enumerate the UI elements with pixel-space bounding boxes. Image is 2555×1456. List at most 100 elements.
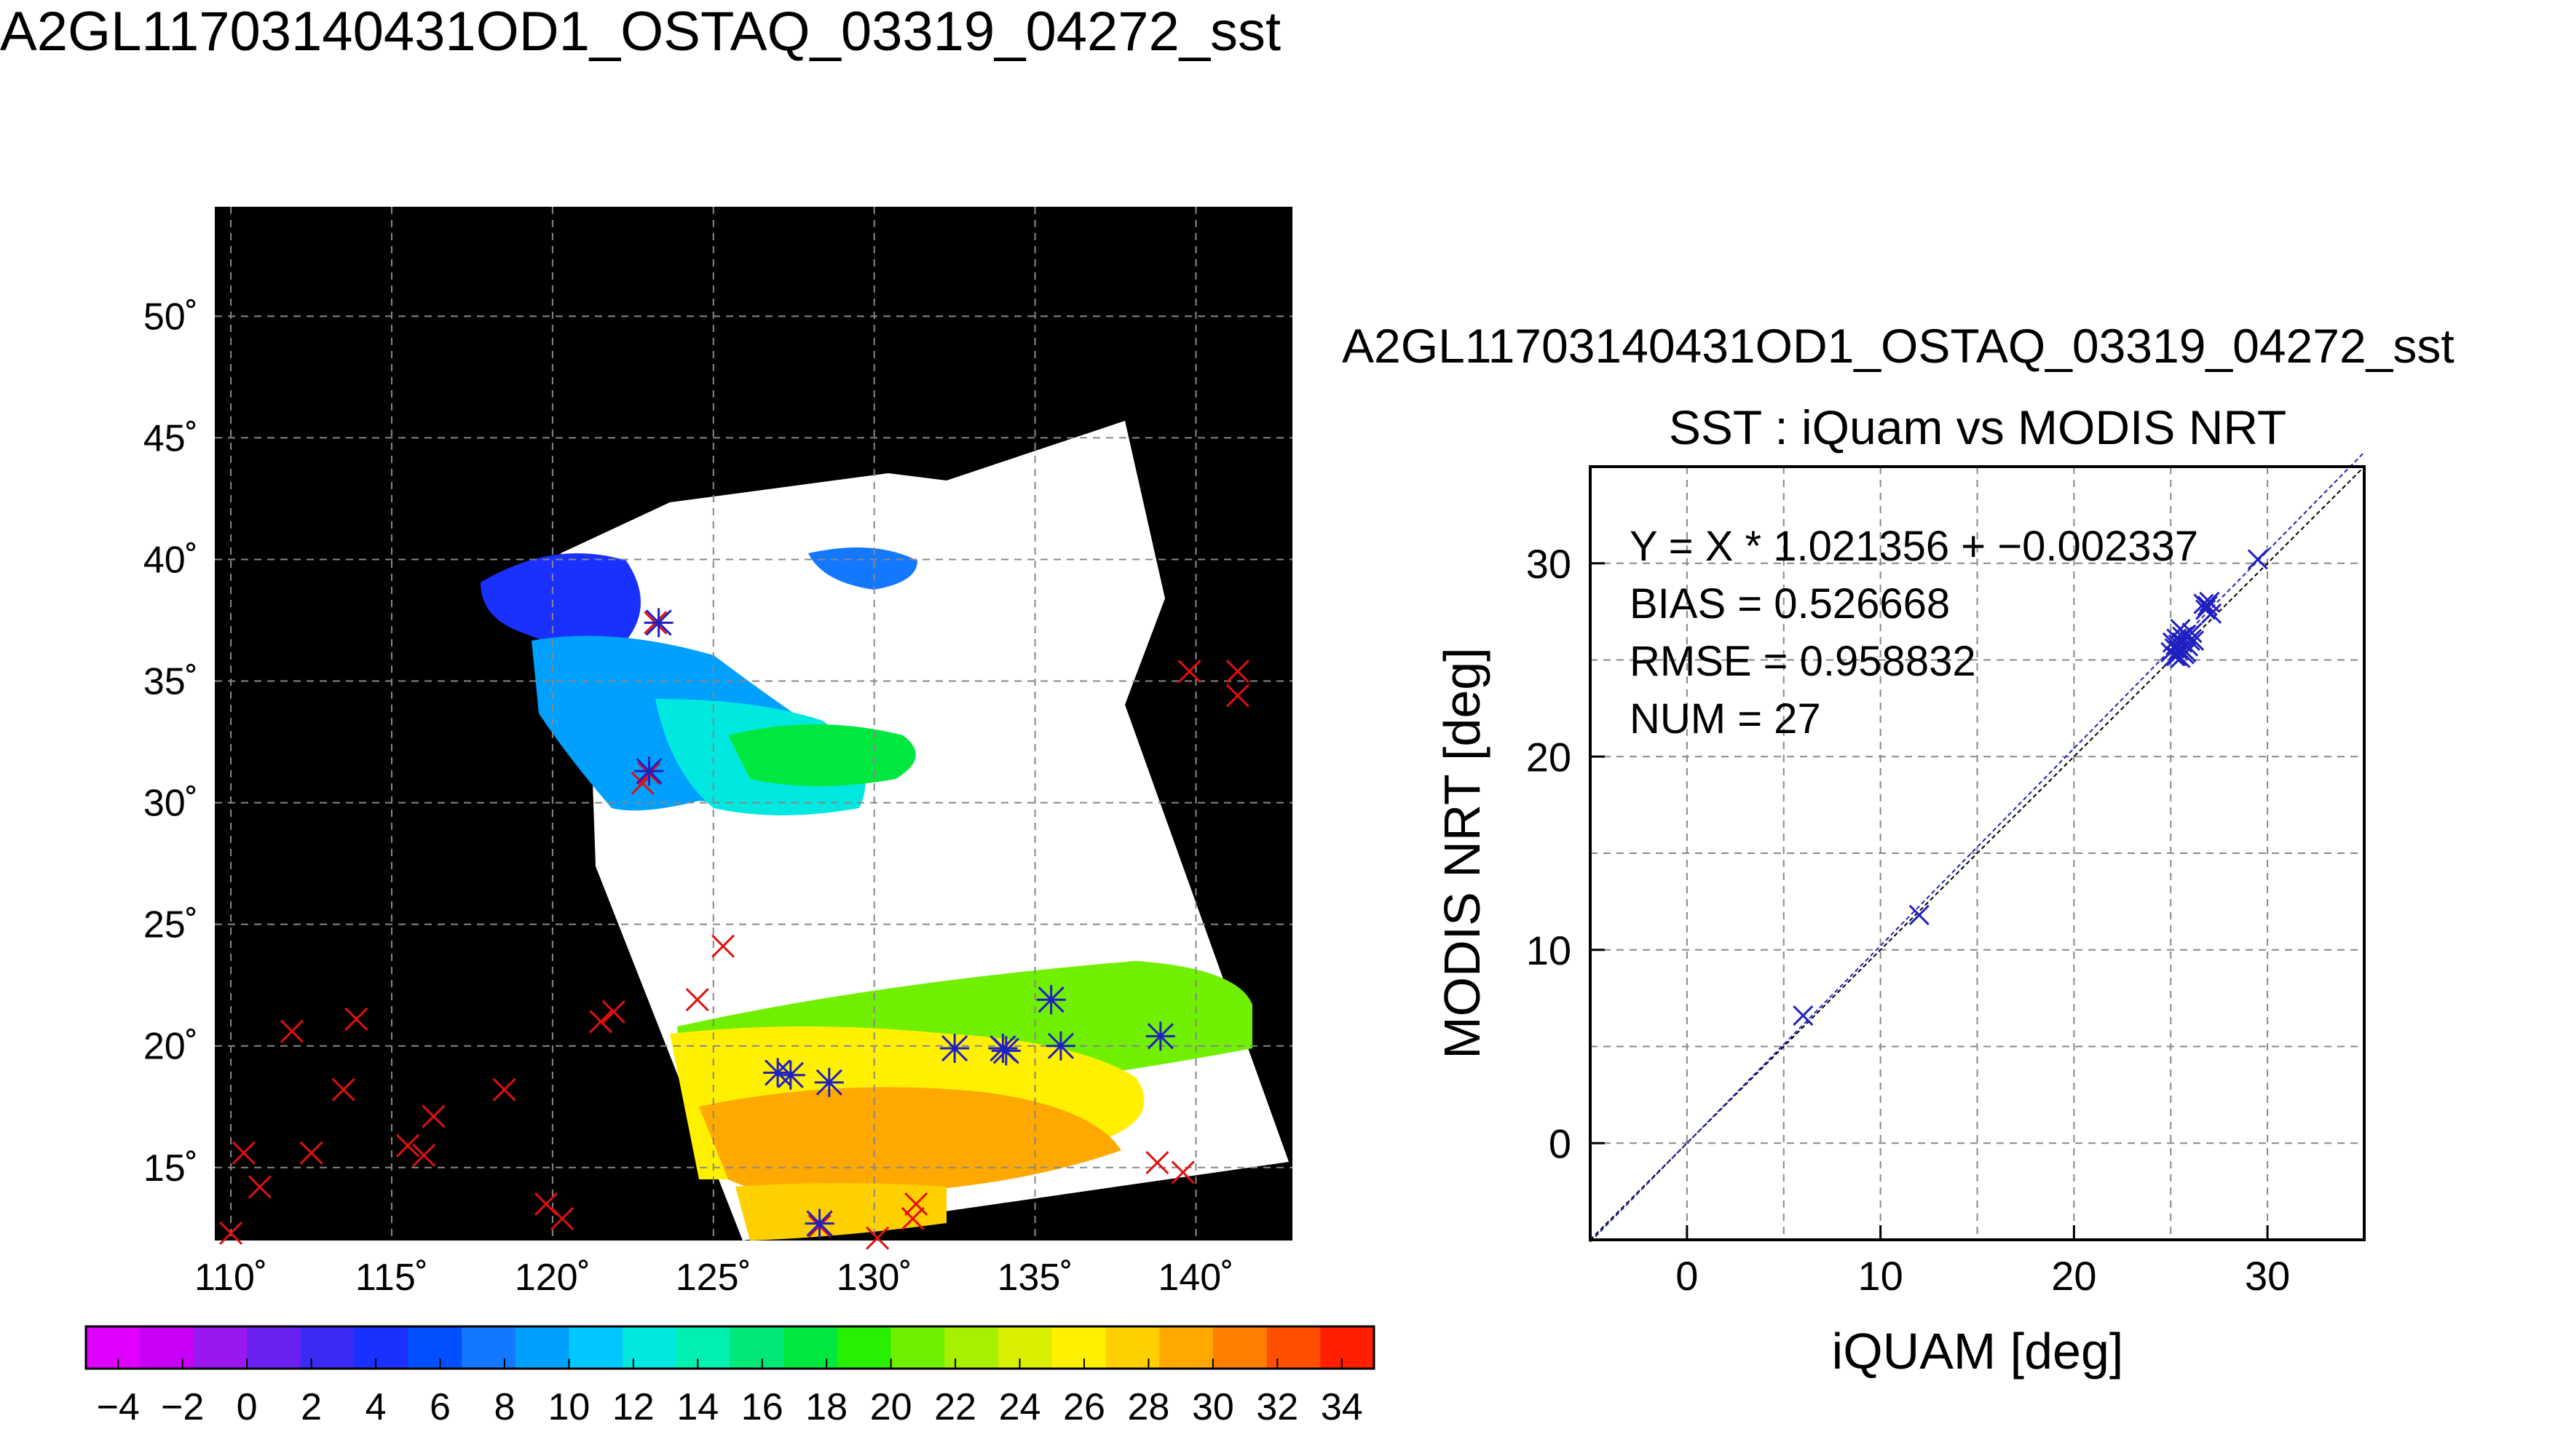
scatter-x-tick-label: 0 — [1675, 1253, 1698, 1299]
red-x-marker-stroke-b — [866, 1226, 890, 1250]
red-x-marker — [550, 1206, 574, 1230]
scatter-point-stroke-b — [2184, 630, 2205, 652]
scatter-annotations: Y = X * 1.021356 + −0.002337 BIAS = 0.526… — [1630, 523, 2198, 743]
colorbar-swatch — [408, 1326, 462, 1369]
scatter-point — [2193, 593, 2214, 614]
scatter-point — [2247, 549, 2268, 570]
scatter-point-stroke-b — [2170, 647, 2191, 668]
colorbar-swatch — [837, 1326, 892, 1369]
colorbar-swatch — [461, 1326, 516, 1369]
map-lon-tick-label: 135˚ — [998, 1257, 1073, 1299]
colorbar-swatch — [623, 1326, 677, 1369]
scatter-title: SST : iQuam vs MODIS NRT — [1669, 400, 2286, 454]
red-x-marker-stroke-b — [299, 1141, 323, 1165]
colorbar-swatch — [86, 1326, 141, 1369]
red-x-marker — [1225, 660, 1249, 684]
red-x-marker — [904, 1192, 928, 1216]
colorbar-tick-label: 28 — [1128, 1386, 1170, 1428]
colorbar-swatch — [569, 1326, 623, 1369]
colorbar-tick-label: 2 — [301, 1386, 322, 1428]
map-lat-tick-label: 15˚ — [143, 1147, 198, 1190]
colorbar-tick-label: 22 — [934, 1386, 976, 1428]
red-x-marker-stroke-b — [232, 1141, 256, 1165]
blue-star-marker — [814, 1067, 844, 1097]
sst-patch-kuroshio — [728, 724, 916, 786]
map-lat-tick-label: 45˚ — [143, 417, 198, 459]
blue-star-marker — [634, 756, 664, 786]
scatter-annotation: RMSE = 0.958832 — [1630, 638, 1976, 685]
scatter-ticks: 0 10 20 30 0 10 20 30 — [1526, 541, 2291, 1299]
colorbar-tick-label: 20 — [870, 1386, 912, 1428]
colorbar-tick-label: 10 — [548, 1386, 590, 1428]
colorbar-swatch — [1266, 1326, 1321, 1369]
colorbar-tick-label: 16 — [741, 1386, 783, 1428]
scatter-point — [2170, 647, 2191, 668]
scatter-point — [1908, 904, 1930, 926]
scatter-x-tick-label: 20 — [2051, 1253, 2096, 1299]
red-x-marker — [685, 988, 709, 1012]
red-x-marker-stroke-b — [534, 1192, 558, 1216]
red-x-marker-stroke-b — [344, 1007, 368, 1032]
red-x-marker — [219, 1221, 243, 1246]
fit-line — [1590, 451, 2365, 1243]
red-x-marker-stroke-b — [280, 1019, 304, 1043]
colorbar-tick-label: 0 — [237, 1386, 258, 1428]
colorbar-tick-label: 12 — [612, 1386, 655, 1428]
red-x-marker-stroke-b — [1171, 1160, 1195, 1184]
red-x-marker-stroke-b — [219, 1221, 243, 1246]
red-x-marker-stroke-b — [1177, 660, 1201, 684]
red-x-marker — [901, 1206, 925, 1230]
red-x-marker-stroke-b — [1225, 684, 1249, 708]
red-x-marker-stroke-b — [685, 988, 709, 1012]
red-x-marker — [299, 1141, 323, 1165]
red-x-marker — [344, 1007, 368, 1032]
colorbar-swatch — [139, 1326, 194, 1369]
colorbar-tick-label: 6 — [430, 1386, 451, 1428]
scatter-frame — [1589, 465, 2366, 1241]
blue-star-marker — [805, 1208, 834, 1238]
scatter-point-stroke-b — [2197, 596, 2218, 617]
sst-patch-subtropical-orange — [699, 1087, 1121, 1196]
blue-star-marker — [775, 1060, 805, 1090]
scatter-x-tick-label: 10 — [1857, 1253, 1903, 1299]
colorbar-tick-label: 34 — [1321, 1386, 1363, 1428]
colorbar-tick-label: 18 — [805, 1386, 848, 1428]
sst-patch-southern — [735, 1183, 947, 1241]
red-x-marker-stroke-b — [904, 1192, 928, 1216]
scatter-plot: A2GL11703140431OD1_OSTAQ_03319_04272_sst… — [1342, 319, 2455, 1380]
map-lat-tick-label: 30˚ — [143, 783, 198, 825]
red-x-marker-stroke-b — [492, 1077, 516, 1101]
colorbar-swatch — [193, 1326, 248, 1369]
colorbar-tick-label: 24 — [999, 1386, 1041, 1428]
map-lon-tick-label: 120˚ — [515, 1257, 591, 1299]
scatter-point — [2164, 646, 2185, 667]
colorbar-swatch — [944, 1326, 999, 1369]
scatter-fit-lines — [1590, 451, 2365, 1243]
colorbar-swatch — [891, 1326, 945, 1369]
colorbar-swatch — [1320, 1326, 1375, 1369]
colorbar-tick-label: −2 — [161, 1386, 204, 1428]
red-x-marker-stroke-b — [1145, 1151, 1169, 1175]
main-title: A2GL11703140431OD1_OSTAQ_03319_04272_sst — [0, 1, 1282, 63]
map-lat-tick-label: 25˚ — [143, 904, 198, 946]
colorbar-tick-label: 14 — [676, 1386, 719, 1428]
red-x-marker — [492, 1077, 516, 1101]
red-x-marker-stroke-b — [248, 1175, 272, 1199]
scatter-subtitle: A2GL11703140431OD1_OSTAQ_03319_04272_sst — [1342, 319, 2455, 373]
scatter-points — [1793, 549, 2268, 1026]
colorbar-swatch — [998, 1326, 1053, 1369]
scatter-grid — [1590, 467, 2364, 1240]
map-lat-tick-label: 35˚ — [143, 661, 198, 703]
red-x-marker — [601, 1000, 625, 1024]
red-x-marker-stroke-b — [901, 1206, 925, 1230]
red-x-marker-stroke-b — [331, 1077, 355, 1101]
red-x-marker — [248, 1175, 272, 1199]
map-markers — [219, 608, 1249, 1250]
scatter-x-tick-label: 30 — [2245, 1253, 2290, 1299]
map-swath — [481, 421, 1289, 1241]
map-lat-tick-label: 20˚ — [143, 1026, 198, 1068]
scatter-point-stroke-b — [2247, 549, 2268, 570]
red-x-marker — [711, 934, 735, 958]
scatter-x-axis-label: iQUAM [deg] — [1832, 1323, 2124, 1380]
